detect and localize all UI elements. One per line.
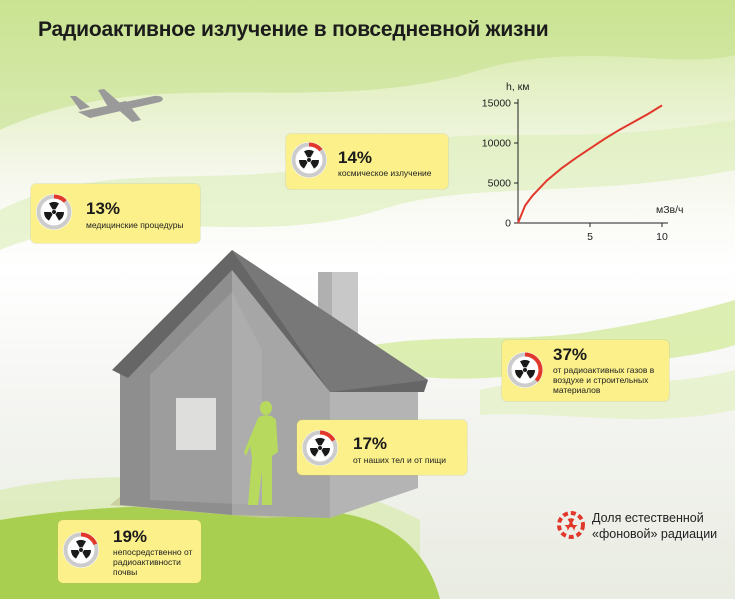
card-percent: 14% [338, 148, 373, 167]
page-title: Радиоактивное излучение в повседневной ж… [38, 18, 549, 41]
legend: Доля естественной «фоновой» радиации [556, 510, 717, 545]
card-soil: 19% непосредственно от радиоактивности п… [58, 520, 201, 583]
legend-text: Доля естественной «фоновой» радиации [592, 510, 717, 542]
radiation-share-icon [302, 430, 338, 466]
series-line-0 [517, 104, 663, 224]
share-arc [524, 352, 543, 382]
card-percent: 13% [86, 199, 121, 218]
y-tick-label: 15000 [482, 98, 511, 110]
card-percent: 17% [353, 434, 388, 453]
y-tick-label: 10000 [482, 138, 511, 150]
card-label: непосредственно от радиоактивности почвы [113, 547, 193, 577]
share-arc [308, 142, 323, 152]
card-label: космическое излучение [338, 168, 432, 178]
share-arc [319, 430, 336, 442]
radiation-trefoil [515, 360, 535, 379]
y-tick-label: 0 [505, 218, 511, 230]
house-interior [150, 292, 262, 505]
card-gases: 37% от радиоактивных газов в воздухе и с… [502, 340, 669, 401]
house-front-wall [120, 260, 232, 515]
card-body: 17% от наших тел и от пищи [297, 420, 467, 475]
radiation-share-icon [291, 142, 327, 178]
sky-wave-top [0, 0, 735, 130]
radiation-trefoil [71, 540, 91, 559]
card-label: медицинские процедуры [86, 220, 184, 230]
x-tick-label: 5 [587, 231, 593, 243]
radiation-trefoil [44, 202, 64, 221]
legend-radiation-icon [557, 511, 585, 539]
house-window [176, 398, 216, 450]
y-tick-label: 5000 [488, 178, 512, 190]
legend-line-1: Доля естественной [592, 511, 704, 525]
x-axis-label: мЗв/ч [656, 204, 684, 216]
card-label: от наших тел и от пищи [353, 455, 446, 465]
card-percent: 37% [553, 345, 588, 364]
card-label: от радиоактивных газов в воздухе и строи… [553, 365, 655, 395]
card-percent: 19% [113, 527, 148, 546]
legend-line-2: «фоновой» радиации [592, 527, 718, 541]
x-tick-label: 10 [656, 231, 668, 243]
person-silhouette [244, 401, 278, 505]
radiation-share-icon [507, 352, 543, 388]
share-arc [53, 194, 67, 203]
radiation-share-icon [63, 532, 99, 568]
airplane-icon [70, 89, 163, 122]
card-medical: 13% медицинские процедуры [31, 184, 200, 243]
radiation-trefoil [310, 438, 330, 457]
radiation-trefoil [299, 150, 319, 169]
card-cosmic: 14% космическое излучение [286, 134, 448, 189]
radiation-share-icon [36, 194, 72, 230]
altitude-dose-chart: 0 5000 10000 15000 5 10 h, км мЗв/ч [482, 81, 684, 243]
y-axis-label: h, км [506, 81, 530, 93]
share-arc [80, 532, 98, 546]
